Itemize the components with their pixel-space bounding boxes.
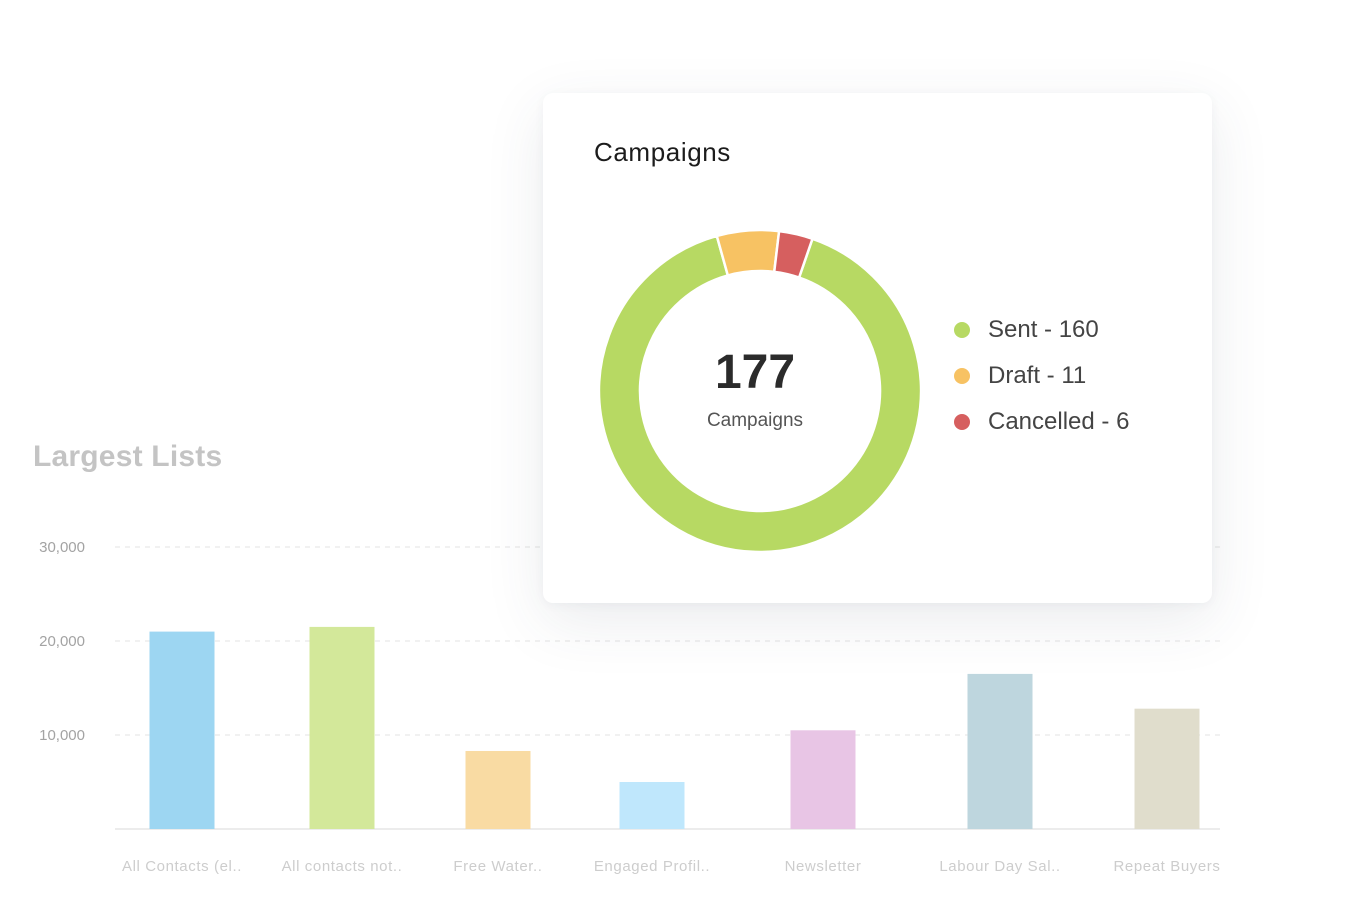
legend-label-sent: Sent - 160: [988, 316, 1099, 343]
y-tick-label: 10,000: [39, 727, 85, 744]
x-tick-label: All Contacts (el..: [122, 858, 242, 875]
x-tick-label: Engaged Profil..: [594, 858, 710, 875]
legend-swatch-draft: [954, 368, 970, 384]
donut-slice-sent: [597, 234, 923, 554]
campaigns-donut-chart: [597, 228, 923, 554]
bar: [619, 782, 685, 829]
legend-item-sent[interactable]: Sent - 160: [954, 315, 1099, 345]
legend-swatch-sent: [954, 322, 970, 338]
largest-lists-title: Largest Lists: [33, 440, 223, 473]
bar: [967, 673, 1033, 829]
bar: [790, 730, 856, 829]
campaigns-total-value: 177: [714, 346, 796, 399]
y-tick-label: 20,000: [39, 633, 85, 650]
legend-item-cancelled[interactable]: Cancelled - 6: [954, 407, 1129, 437]
y-tick-label: 30,000: [39, 539, 85, 556]
bar: [1134, 708, 1200, 829]
bar: [309, 626, 375, 829]
legend-label-draft: Draft - 11: [988, 362, 1087, 389]
x-tick-label: Newsletter: [785, 858, 862, 875]
donut-slice-draft: [715, 228, 781, 277]
bar: [149, 631, 215, 829]
bar: [465, 750, 531, 829]
x-tick-label: Labour Day Sal..: [939, 858, 1060, 875]
campaigns-total-label: Campaigns: [706, 410, 804, 431]
x-tick-label: Free Water..: [453, 858, 542, 875]
campaigns-card: Campaigns 177 Campaigns Sent - 160 Draft…: [543, 93, 1212, 603]
x-tick-label: All contacts not..: [282, 858, 403, 875]
legend-swatch-cancelled: [954, 414, 970, 430]
legend-item-draft[interactable]: Draft - 11: [954, 361, 1086, 391]
campaigns-card-title: Campaigns: [594, 137, 731, 167]
legend-label-cancelled: Cancelled - 6: [988, 408, 1130, 435]
donut-slice-cancelled: [772, 229, 815, 280]
x-tick-label: Repeat Buyers: [1113, 858, 1220, 875]
